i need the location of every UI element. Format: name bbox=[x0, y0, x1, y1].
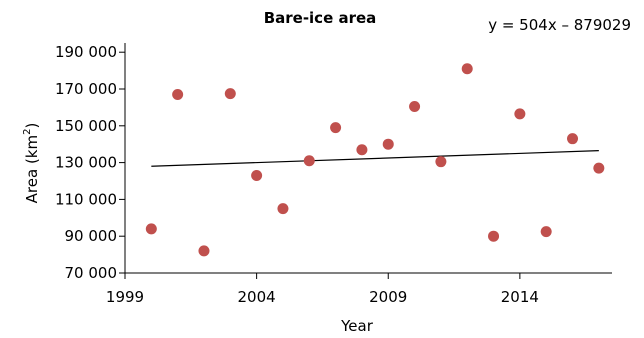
data-point bbox=[514, 108, 526, 120]
y-tick-label: 110 000 bbox=[55, 190, 117, 208]
x-tick-label: 2014 bbox=[501, 288, 539, 306]
y-tick-label: 190 000 bbox=[55, 43, 117, 61]
x-axis-label: Year bbox=[340, 317, 374, 335]
data-points bbox=[145, 63, 605, 257]
x-tick-label: 2009 bbox=[369, 288, 407, 306]
data-point bbox=[567, 133, 579, 145]
data-point bbox=[198, 245, 210, 257]
data-point bbox=[435, 156, 447, 168]
y-tick-label: 70 000 bbox=[65, 264, 118, 282]
y-tick-label: 90 000 bbox=[65, 227, 118, 245]
y-axis-label: Area (km2) bbox=[22, 123, 41, 204]
data-point bbox=[172, 89, 184, 101]
data-point bbox=[277, 203, 289, 215]
y-axis-label-superscript: 2 bbox=[22, 129, 33, 135]
data-point bbox=[540, 226, 552, 238]
data-point bbox=[330, 122, 342, 134]
chart-title: Bare-ice area bbox=[264, 9, 377, 27]
data-point bbox=[488, 230, 500, 242]
y-tick-label: 150 000 bbox=[55, 117, 117, 135]
trendline-equation: y = 504x – 879029 bbox=[488, 16, 631, 34]
data-point bbox=[382, 138, 394, 150]
y-tick-label: 130 000 bbox=[55, 154, 117, 172]
data-point bbox=[224, 88, 236, 100]
data-point bbox=[461, 63, 473, 75]
x-axis-ticks: 1999 2004 2009 2014 bbox=[106, 273, 539, 306]
data-point bbox=[409, 100, 421, 112]
data-point bbox=[145, 223, 157, 235]
y-axis-ticks: 70 000 90 000 110 000 130 000 150 000 170 000… bbox=[55, 43, 125, 282]
data-point bbox=[251, 169, 263, 181]
trendline bbox=[151, 150, 599, 167]
y-axis-label-main: Area (km bbox=[23, 135, 41, 203]
data-point bbox=[303, 155, 315, 167]
x-tick-label: 2004 bbox=[238, 288, 276, 306]
x-tick-label: 1999 bbox=[106, 288, 144, 306]
y-axis-label-end: ) bbox=[23, 123, 41, 129]
y-tick-label: 170 000 bbox=[55, 80, 117, 98]
data-point bbox=[593, 162, 605, 174]
data-point bbox=[356, 144, 368, 156]
